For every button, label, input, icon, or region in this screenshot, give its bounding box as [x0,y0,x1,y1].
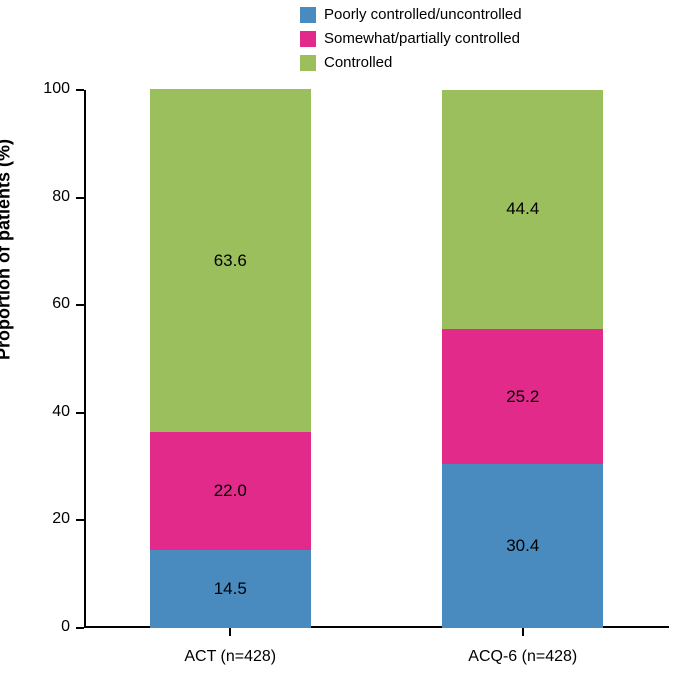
legend: Poorly controlled/uncontrolled Somewhat/… [300,4,522,76]
y-tick-label: 100 [30,80,70,98]
bar-segment-label: 63.6 [214,251,247,271]
bar-segment-label: 25.2 [506,387,539,407]
bar-segment-label: 22.0 [214,481,247,501]
y-tick [76,89,84,91]
y-tick-label: 20 [30,510,70,528]
legend-label: Controlled [324,52,392,74]
bar-segment-label: 44.4 [506,199,539,219]
y-axis [84,90,86,628]
legend-swatch [300,31,316,47]
legend-item: Poorly controlled/uncontrolled [300,4,522,26]
stacked-bar-chart: Poorly controlled/uncontrolled Somewhat/… [0,0,685,675]
legend-label: Poorly controlled/uncontrolled [324,4,522,26]
y-tick-label: 80 [30,188,70,206]
y-tick-label: 0 [30,618,70,636]
y-tick [76,197,84,199]
bar-segment-label: 14.5 [214,579,247,599]
x-tick [522,628,524,636]
legend-swatch [300,7,316,23]
x-tick-label: ACT (n=428) [184,648,276,666]
legend-swatch [300,55,316,71]
y-tick [76,519,84,521]
y-axis-label: Proportion of patients (%) [0,139,15,360]
plot-area: 0 20 40 60 80 100 ACT (n=428) ACQ-6 (n=4… [84,90,669,628]
y-tick [76,412,84,414]
legend-item: Somewhat/partially controlled [300,28,522,50]
bar-segment-label: 30.4 [506,536,539,556]
y-tick [76,627,84,629]
legend-label: Somewhat/partially controlled [324,28,520,50]
x-tick-label: ACQ-6 (n=428) [468,648,577,666]
y-tick-label: 40 [30,403,70,421]
x-tick [229,628,231,636]
y-tick [76,304,84,306]
legend-item: Controlled [300,52,522,74]
y-tick-label: 60 [30,295,70,313]
